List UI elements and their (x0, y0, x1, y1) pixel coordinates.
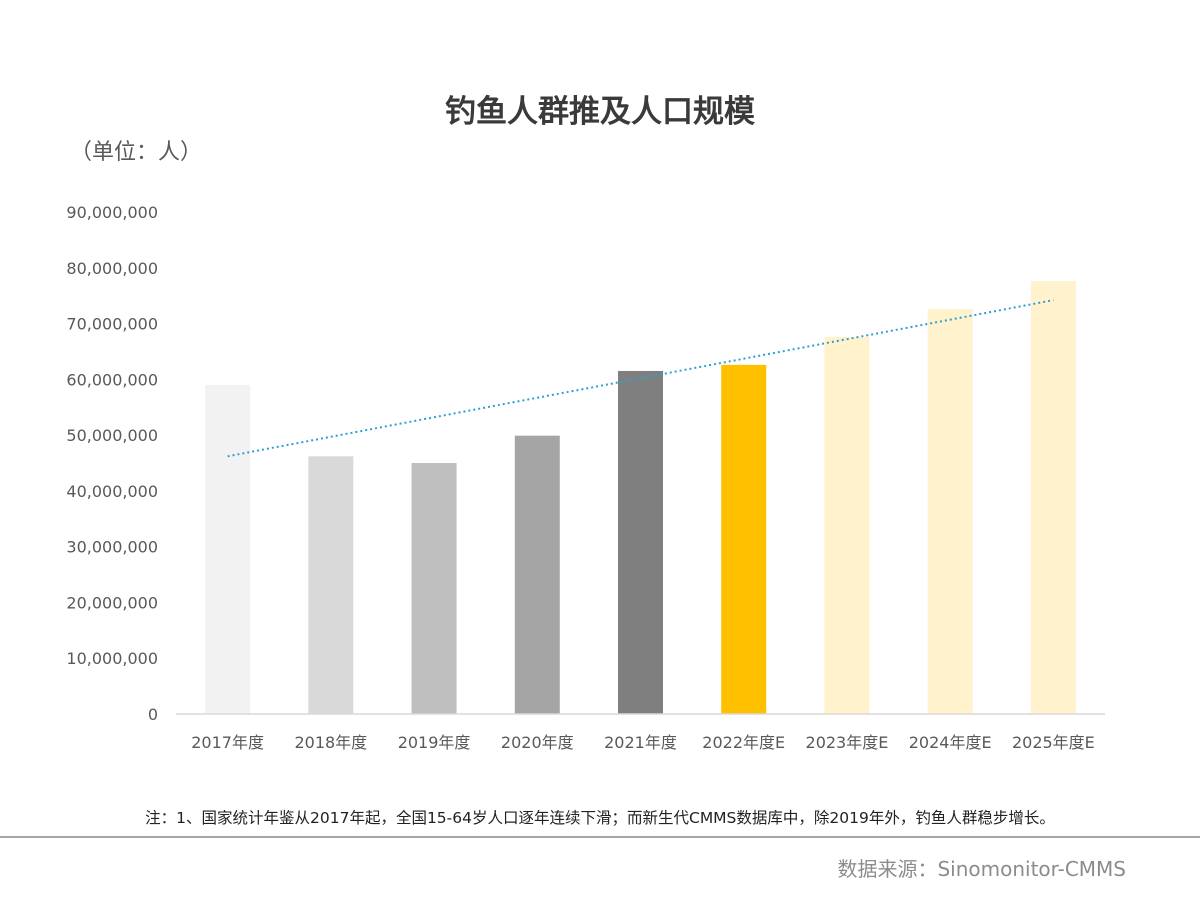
bar (205, 384, 251, 714)
y-tick-label: 70,000,000 (66, 315, 158, 334)
y-axis-ticks: 0 10,000,000 20,000,000 30,000,000 40,000,00… (66, 203, 158, 724)
y-tick-label: 0 (148, 705, 158, 724)
x-tick-label: 2017年度 (191, 733, 264, 752)
x-tick-label: 2021年度 (604, 733, 677, 752)
x-axis-labels: 2017年度 2018年度 2019年度 2020年度 2021年度 2022年度E 202… (191, 733, 1095, 752)
data-source: 数据来源：Sinomonitor-CMMS (837, 857, 1126, 881)
x-tick-label: 2023年度E (806, 733, 889, 752)
bar (618, 370, 663, 714)
y-tick-label: 20,000,000 (66, 593, 158, 612)
bar-chart: 0 10,000,000 20,000,000 30,000,000 40,000,00… (66, 203, 1105, 752)
y-tick-label: 10,000,000 (66, 649, 158, 668)
trendline (227, 299, 1054, 458)
x-tick-label: 2022年度E (702, 733, 785, 752)
chart-title: 钓鱼人群推及人口规模 (445, 94, 755, 130)
bar (824, 336, 870, 714)
y-tick-label: 80,000,000 (66, 259, 158, 278)
x-tick-label: 2019年度 (398, 733, 471, 752)
bar (927, 309, 973, 714)
bar (411, 463, 457, 714)
y-tick-label: 90,000,000 (66, 203, 158, 222)
footnote: 注：1、国家统计年鉴从2017年起，全国15-64岁人口逐年连续下滑；而新生代C… (145, 809, 1055, 827)
x-tick-label: 2024年度E (909, 733, 992, 752)
bar (308, 456, 354, 714)
x-tick-label: 2018年度 (294, 733, 367, 752)
unit-label: （单位：人） (70, 140, 203, 165)
bar (514, 435, 560, 714)
bars (205, 281, 1076, 714)
y-tick-label: 40,000,000 (66, 482, 158, 501)
y-tick-label: 60,000,000 (66, 370, 158, 389)
y-tick-label: 50,000,000 (66, 426, 158, 445)
bar (721, 364, 767, 714)
footer-divider (0, 836, 1200, 838)
bar (1030, 281, 1076, 714)
y-tick-label: 30,000,000 (66, 538, 158, 557)
x-tick-label: 2020年度 (501, 733, 574, 752)
x-tick-label: 2025年度E (1012, 733, 1095, 752)
